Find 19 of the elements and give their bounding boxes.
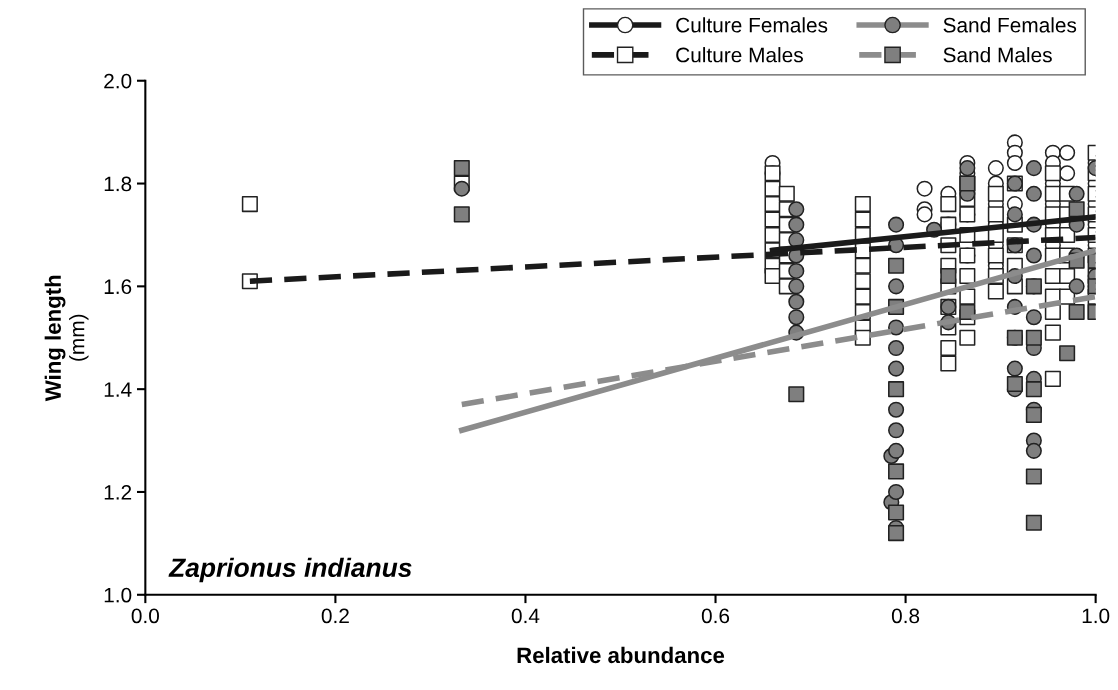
x-tick-label: 0.4	[511, 608, 540, 624]
x-axis-title: Relative abundance	[517, 646, 725, 664]
y-tick-label: 1.8	[104, 176, 132, 192]
annotation: Zaprionus indianus	[168, 557, 412, 583]
y-tick-label: 1.6	[104, 279, 132, 295]
x-tick-label: 0.0	[131, 608, 160, 624]
legend-label: Culture Males	[676, 47, 803, 63]
y-tick-label: 2.0	[104, 73, 132, 89]
legend-label: Sand Males	[943, 47, 1052, 63]
y-tick-label: 1.0	[104, 587, 132, 603]
legend-label: Culture Females	[676, 17, 828, 33]
x-tick-label: 1.0	[1082, 608, 1110, 624]
y-axis-title: Wing length (mm)	[44, 275, 89, 402]
legend-label: Sand Females	[943, 17, 1077, 33]
x-tick-label: 0.2	[321, 608, 349, 624]
x-tick-label: 0.8	[891, 608, 920, 624]
y-tick-label: 1.4	[104, 382, 132, 397]
x-tick-label: 0.6	[701, 608, 730, 624]
y-tick-label: 1.2	[104, 484, 132, 500]
